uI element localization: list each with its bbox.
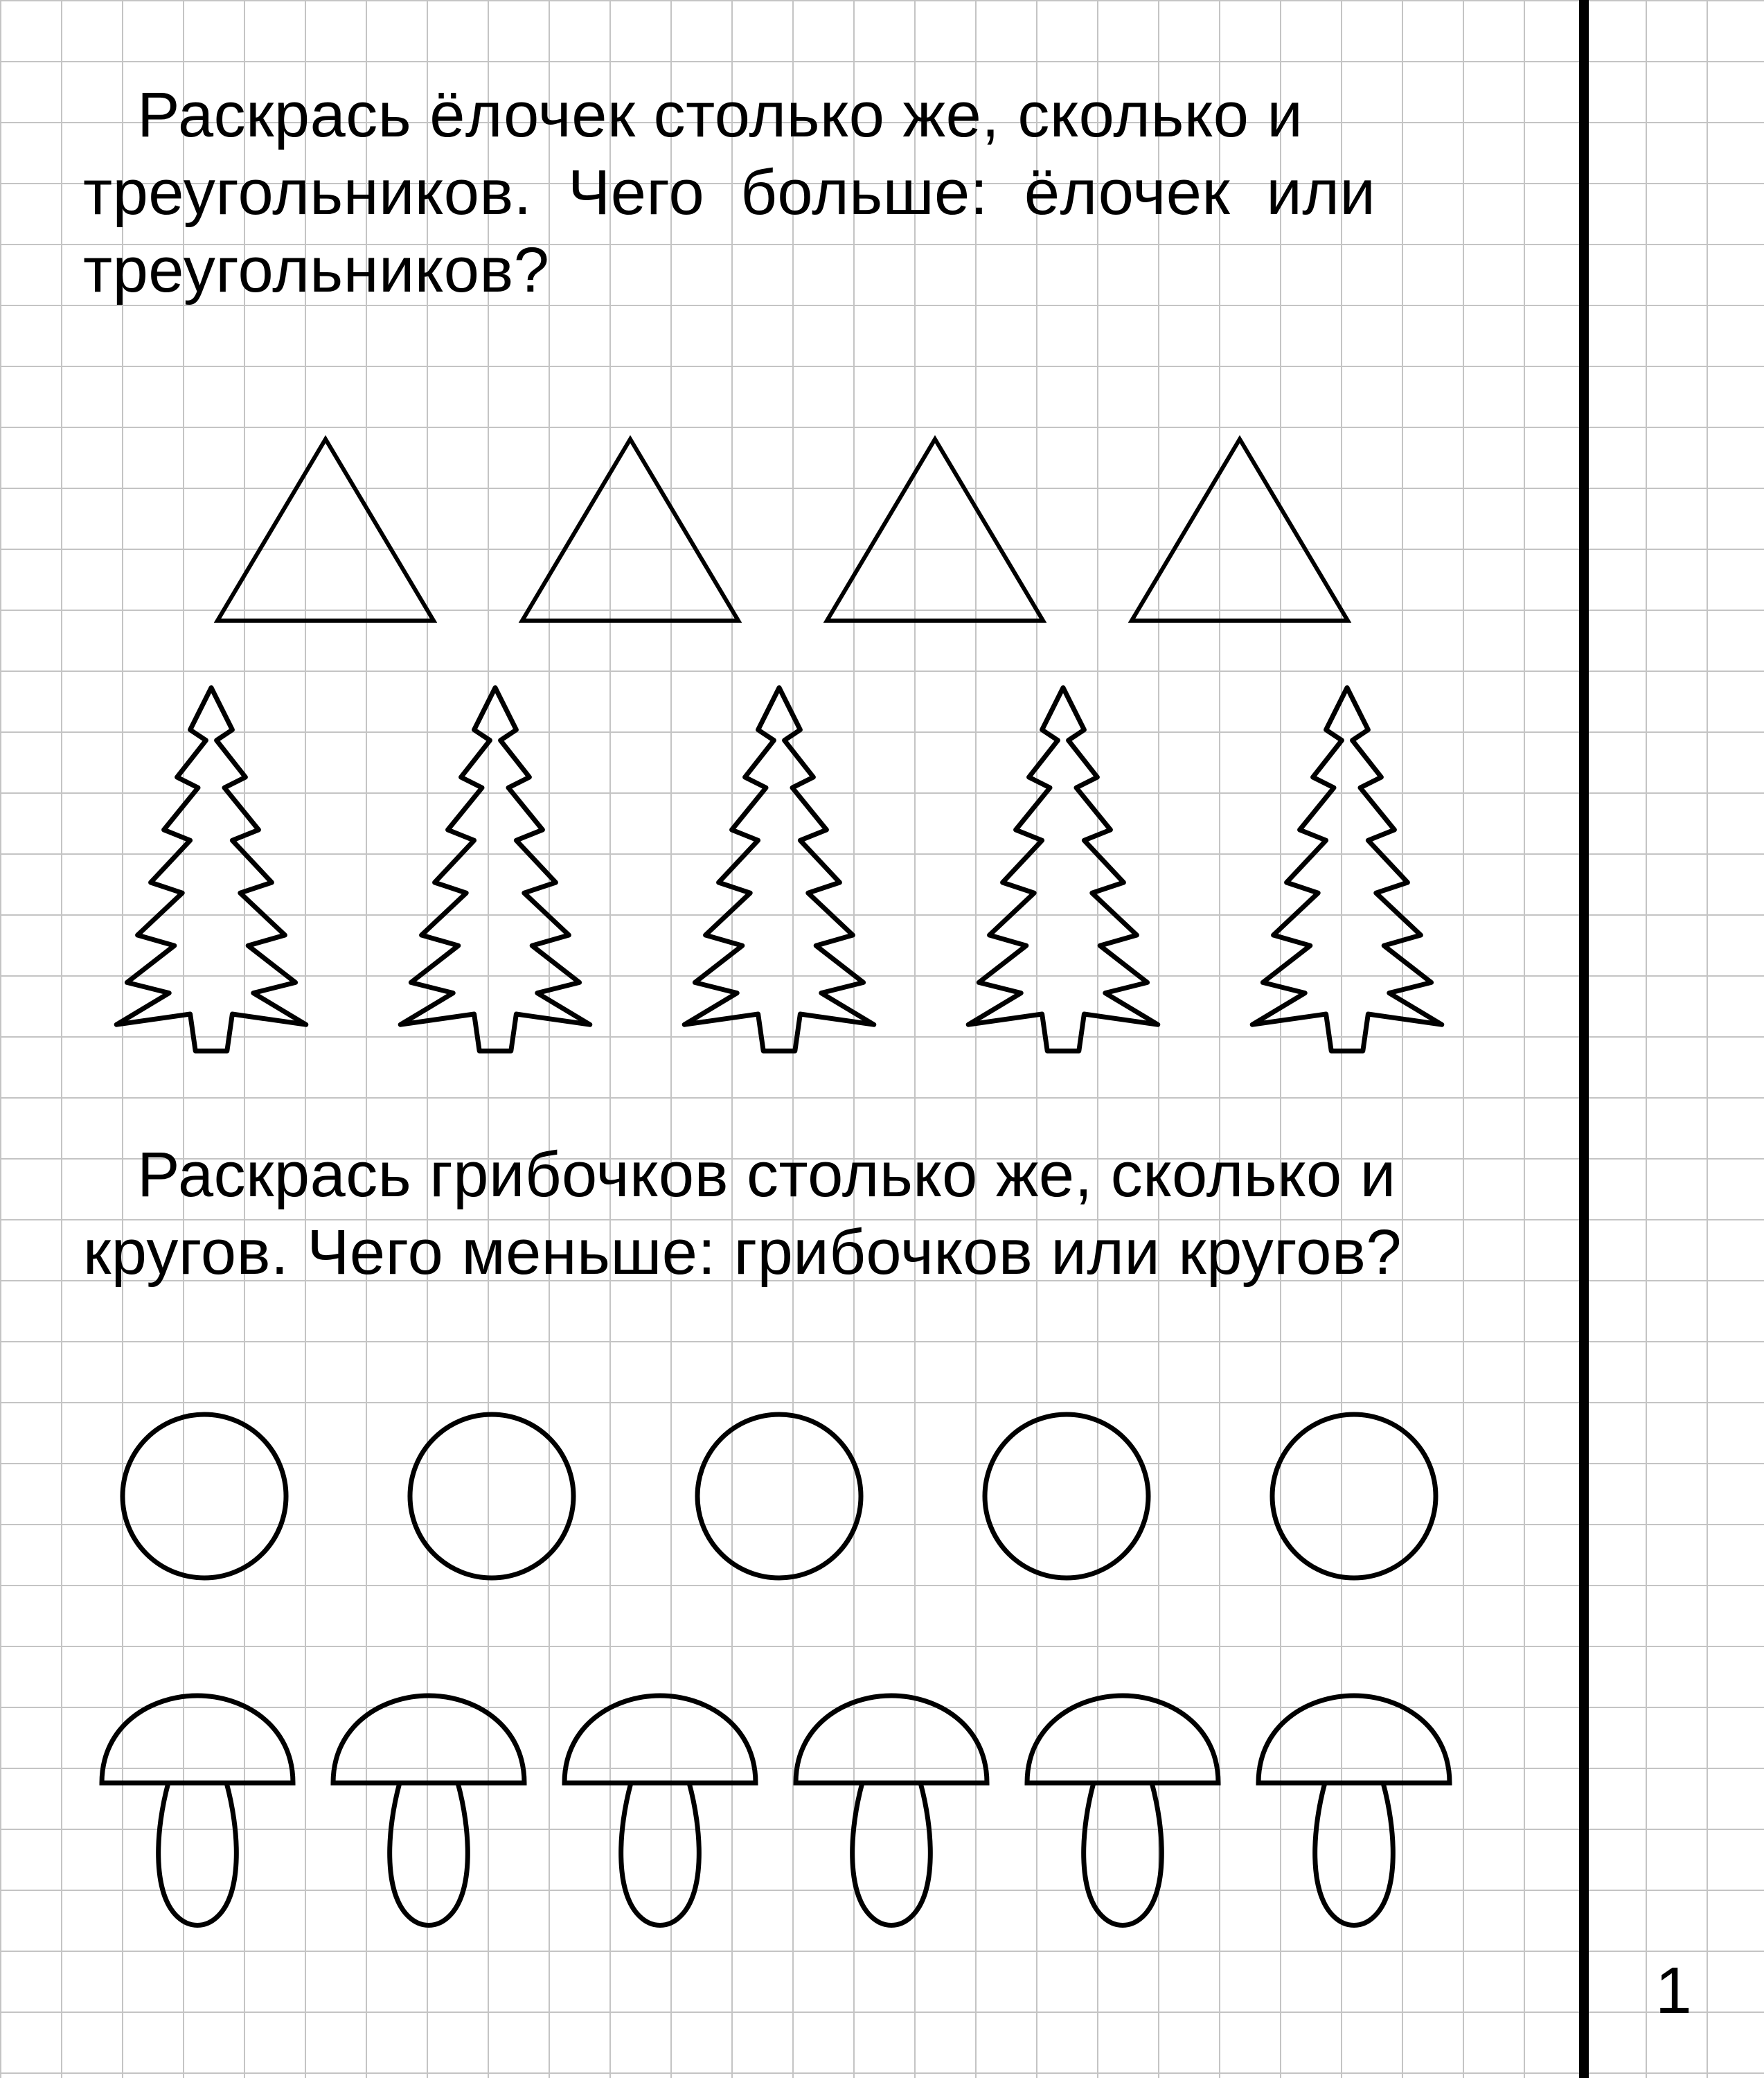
triangle-icon	[824, 436, 1046, 623]
mushroom-icon	[553, 1683, 767, 1933]
circle-icon	[980, 1410, 1153, 1583]
mushrooms-row	[90, 1676, 1461, 1933]
tree-icon	[364, 679, 627, 1060]
tree-icon	[1215, 679, 1479, 1060]
circle-icon	[118, 1410, 291, 1583]
mushroom-icon	[784, 1683, 999, 1933]
tree-icon	[932, 679, 1195, 1060]
trees-row	[80, 672, 1479, 1060]
triangle-icon	[1129, 436, 1351, 623]
mushroom-icon	[1247, 1683, 1461, 1933]
triangle-icon	[519, 436, 741, 623]
mushroom-icon	[321, 1683, 536, 1933]
vertical-divider	[1579, 0, 1589, 2078]
triangle-icon	[215, 436, 436, 623]
exercise1-instruction: Раскрась ёлочек столько же, сколько и тр…	[83, 76, 1503, 310]
tree-icon	[80, 679, 343, 1060]
tree-icon	[648, 679, 911, 1060]
circle-icon	[1267, 1410, 1441, 1583]
circle-icon	[405, 1410, 578, 1583]
circles-row	[118, 1406, 1441, 1583]
circle-icon	[693, 1410, 866, 1583]
mushroom-icon	[90, 1683, 305, 1933]
exercise2-instruction: Раскрась грибочков столько же, сколько и…	[83, 1136, 1503, 1291]
page-number: 1	[1655, 1953, 1692, 2029]
triangles-row	[215, 429, 1351, 623]
mushroom-icon	[1015, 1683, 1230, 1933]
